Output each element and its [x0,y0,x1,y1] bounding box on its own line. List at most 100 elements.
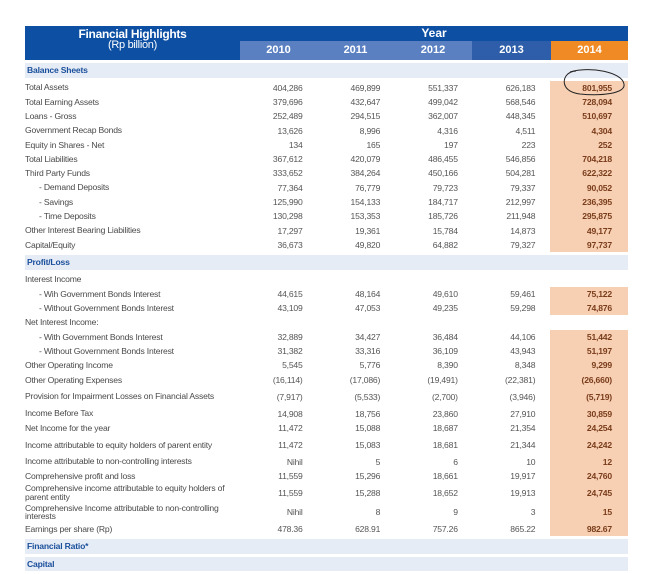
row-label: Interest Income [25,274,82,285]
row-label: - Wih Government Bonds Interest [39,288,161,299]
value-2010: 11,559 [278,470,303,481]
value-2014: 982.67 [550,522,628,537]
value-2013: 59,461 [510,289,536,299]
value-2011: 628.91 [355,524,381,535]
value-2010: 13,626 [277,125,303,136]
value-2010: 404,286 [272,82,303,93]
value-2013: (3,946) [509,391,536,402]
row-label: Other Operating Expenses [25,374,122,385]
value-2012: 8,390 [437,360,458,371]
value-2010: Nihil [286,456,303,467]
table-row: Third Party Funds 333,652 384,264 450,166 50… [25,166,628,181]
table-row: Comprehensive Income attributable to non… [25,502,628,523]
row-label: Comprehensive profit and loss [25,470,136,481]
value-2014: 30,859 [550,406,628,421]
value-2011: 153,353 [350,211,381,222]
value-2012: 184,717 [428,197,458,208]
value-2013: 44,106 [510,331,536,342]
table-row: Government Recap Bonds 13,626 8,996 4,316 4,… [25,123,628,138]
value-2013: 626,183 [505,82,536,93]
value-2014: 24,760 [550,468,628,484]
section-label: Capital [27,558,55,569]
row-label: - Time Deposits [39,211,96,222]
row-label: Capital/Equity [25,239,76,250]
value-2011: 8 [375,507,381,518]
value-2012: 36,109 [432,346,458,357]
table-row: Total Earning Assets 379,696 432,647 499,04… [25,94,628,110]
value-2010: 367,612 [272,154,303,165]
value-2011: 19,361 [355,225,381,236]
value-2014: 704,218 [550,151,628,167]
table-row: Income attributable to equity holders of… [25,435,628,455]
value-2014: 252 [550,137,628,152]
value-2014: 15 [550,502,628,523]
title-text: Financial Highlights [78,27,187,41]
row-label: Income attributable to equity holders of… [25,439,212,450]
value-2014: 51,197 [550,344,628,359]
year-2010: 2010 [240,41,317,60]
value-2013: 10 [526,456,536,467]
value-2010: 478.36 [277,524,303,535]
value-2012: 757.26 [432,524,458,535]
value-2010: 125,990 [272,197,303,208]
value-2010: 36,673 [277,239,303,250]
year-header: Year [421,26,447,40]
table-row: - Wih Government Bonds Interest 44,615 48,… [25,286,628,302]
section-label: Profit/Loss [27,257,70,268]
table-row: Total Assets 404,286 469,899 551,337 626,183… [25,80,628,95]
value-2011: 469,899 [350,82,381,93]
value-2014: 510,697 [550,109,628,124]
section-label: Balance Sheets [27,65,88,75]
value-2011: 76,779 [355,182,381,193]
table-title: Financial Highlights (Rp billion) [25,27,240,51]
row-label: - Without Government Bonds Interest [39,303,174,314]
value-2011: 294,515 [350,111,381,122]
table-row: Earnings per share (Rp) 478.36 628.91 757.2… [25,522,628,537]
row-label: Provision for Impairment Losses on Finan… [25,391,214,402]
value-2011: 34,427 [355,331,381,342]
value-2012: 23,860 [432,408,458,419]
value-2012: 9 [453,507,458,518]
row-label: Net Income for the year [25,422,111,433]
value-2011: 165 [366,139,381,150]
table-row: Comprehensive profit and loss 11,559 15,29… [25,468,628,484]
value-2010: 5,545 [282,360,303,371]
section-label: Financial Ratio* [27,541,89,552]
row-label: Income Before Tax [25,408,94,419]
value-2012: 49,610 [432,289,458,299]
table-row: Income Before Tax 14,908 18,756 23,860 27,91… [25,406,628,421]
value-2010: 44,615 [277,289,303,299]
value-2013: 79,337 [510,182,536,193]
value-2014: 51,442 [550,329,628,345]
section-header: Capital [25,556,628,572]
value-2011: 432,647 [350,96,381,107]
value-2012: 15,784 [432,225,458,236]
year-2013: 2013 [472,41,551,60]
value-2011: 15,288 [355,487,381,498]
value-2012: 4,316 [437,125,458,136]
value-2010: 130,298 [272,211,303,222]
value-2013: 865.22 [510,524,536,535]
value-2012: (2,700) [431,391,458,402]
value-2011: 47,053 [355,303,381,314]
value-2014: 24,254 [550,420,628,436]
value-2014: 12 [550,454,628,469]
table-row: Other Operating Income 5,545 5,776 8,390 8,3… [25,358,628,373]
row-label: Government Recap Bonds [25,125,122,136]
value-2011: (5,533) [354,391,381,402]
value-2013: 19,917 [510,470,536,481]
value-2013: 223 [521,139,536,150]
value-2013: 448,345 [505,111,536,122]
table-row: - Savings 125,990 154,133 184,717 212,997 236… [25,194,628,210]
value-2013: 21,354 [510,422,536,433]
row-label: Equity in Shares - Net [25,139,105,150]
value-2014: 49,177 [550,223,628,238]
value-2011: (17,086) [349,374,381,385]
value-2013: 27,910 [510,408,536,419]
table-row: - Time Deposits 130,298 153,353 185,726 211,… [25,209,628,224]
subtitle-text: (Rp billion) [108,39,157,51]
value-2014: 24,242 [550,435,628,455]
value-2012: 185,726 [428,211,458,222]
value-2013: 4,511 [515,125,536,136]
value-2010: 32,889 [277,331,303,342]
